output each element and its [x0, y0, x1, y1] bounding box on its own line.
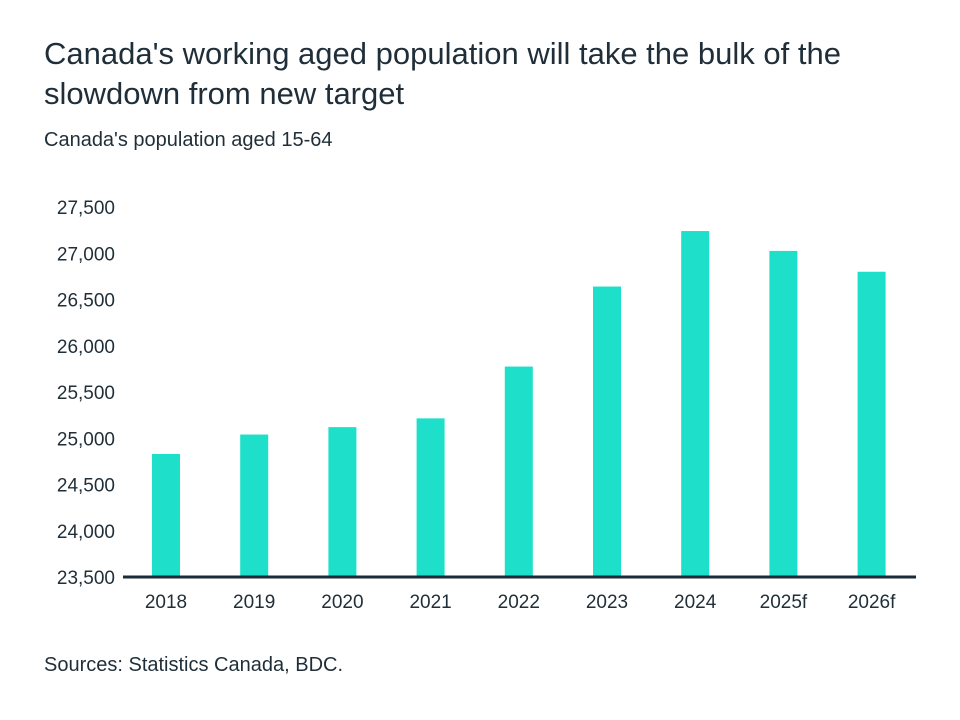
- y-tick-label: 23,500: [57, 568, 115, 589]
- x-tick-label: 2022: [498, 592, 540, 613]
- y-tick-label: 27,500: [57, 198, 115, 219]
- chart-source: Sources: Statistics Canada, BDC.: [44, 654, 344, 676]
- y-tick-label: 25,500: [57, 383, 115, 404]
- y-tick-label: 25,000: [57, 429, 115, 450]
- bar-2018: [152, 453, 180, 577]
- bar-2022: [504, 366, 533, 577]
- x-tick-label: 2021: [409, 592, 451, 613]
- x-tick-label: 2018: [145, 592, 187, 613]
- y-tick-label: 24,000: [57, 522, 115, 543]
- x-tick-label: 2020: [321, 592, 363, 613]
- y-tick-label: 27,000: [57, 244, 115, 265]
- y-tick-label: 26,500: [57, 291, 115, 312]
- x-tick-label: 2025f: [760, 592, 808, 613]
- y-tick-label: 26,000: [57, 337, 115, 358]
- chart-title: Canada's working aged population will ta…: [44, 36, 841, 111]
- bar-2023: [593, 286, 621, 577]
- x-tick-label: 2023: [586, 592, 628, 613]
- bar-2019: [240, 434, 269, 577]
- bar-2024: [681, 231, 710, 578]
- x-tick-label: 2019: [233, 592, 275, 613]
- bar-2020: [328, 427, 357, 577]
- bar-2026f: [857, 271, 886, 577]
- x-tick-label: 2024: [674, 592, 717, 613]
- bar-2025f: [769, 250, 798, 577]
- x-tick-label: 2026f: [848, 592, 896, 613]
- y-tick-label: 24,500: [57, 476, 115, 497]
- chart-subtitle: Canada's population aged 15-64: [44, 129, 333, 151]
- bar-2021: [416, 418, 445, 577]
